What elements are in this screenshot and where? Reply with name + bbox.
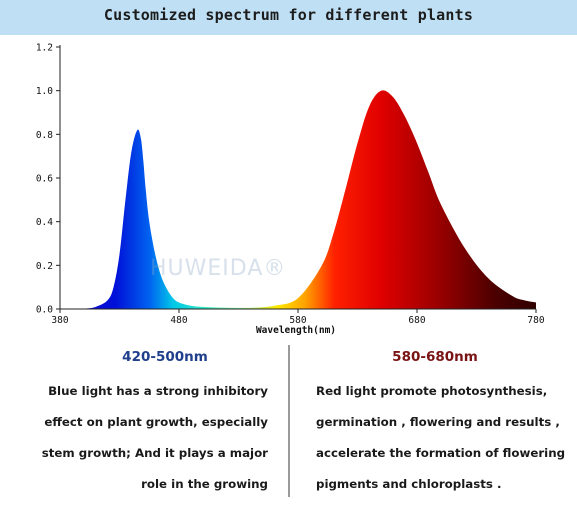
x-tick-label: 380 [51,315,68,326]
spectrum-chart: HUWEIDA® 0.0 0.2 0.4 0.6 0.8 1.0 1.2 380 480 580 6… [36,43,545,336]
y-tick-label: 0.2 [36,261,53,272]
red-desc-line: pigments and chloroplasts . [316,477,502,491]
blue-desc-line: role in the growing [141,477,268,491]
y-tick-label: 0.0 [36,305,53,316]
watermark-logo: HUWEIDA® [150,256,286,281]
red-desc-line: accelerate the formation of flowering [316,446,566,460]
y-tick-label: 1.2 [36,43,53,54]
blue-desc-line: Blue light has a strong inhibitory [48,384,268,398]
blue-light-description: Blue light has a strong inhibitory effec… [40,376,268,500]
y-tick-label: 0.4 [36,217,53,228]
blue-range-heading: 420-500nm [122,349,208,365]
header-bar: Customized spectrum for different plants [0,0,577,35]
x-axis-label: Wavelength(nm) [256,325,336,335]
spectrum-peak-area [60,129,275,309]
blue-desc-line: effect on plant growth, especially [44,415,268,429]
red-desc-line: Red light promote photosynthesis, [316,384,548,398]
x-tick-label: 580 [289,315,306,326]
page-title: Customized spectrum for different plants [103,6,474,24]
x-tick-label: 680 [408,315,425,326]
y-tick-label: 0.6 [36,174,53,185]
x-tick-label: 480 [170,315,187,326]
red-desc-line: germination , flowering and results , [316,415,560,429]
y-tick-label: 1.0 [36,86,53,97]
blue-desc-line: stem growth; And it plays a major [41,446,268,460]
red-light-description: Red light promote photosynthesis, germin… [316,376,568,500]
spectrum-peak-area [250,90,536,309]
x-tick-label: 780 [527,315,544,326]
y-tick-label: 0.8 [36,130,53,141]
red-range-heading: 580-680nm [392,349,478,365]
panel-divider [288,345,290,497]
